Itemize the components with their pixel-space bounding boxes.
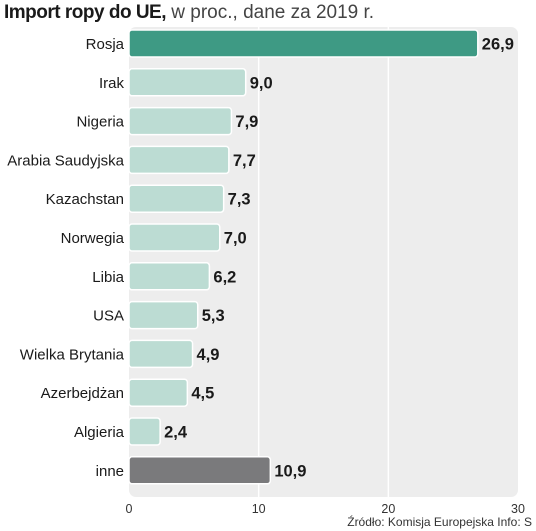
category-label: Algieria [74,424,125,441]
x-tick-label: 0 [126,502,133,516]
value-label: 2,4 [164,424,188,442]
value-label: 7,7 [233,152,256,170]
bar [128,106,233,136]
bar [128,378,189,407]
bar [128,456,272,485]
value-label: 26,9 [482,36,514,54]
bar [128,184,225,213]
bar [128,417,161,446]
category-label: Wielka Brytania [20,346,125,363]
category-label: Arabia Saudyjska [7,152,124,169]
value-label: 10,9 [274,462,306,480]
category-label: Norwegia [61,230,125,247]
value-label: 7,3 [228,191,251,209]
value-label: 4,9 [197,346,220,364]
value-label: 5,3 [202,307,225,325]
bar [128,29,479,58]
category-label: Irak [99,75,125,92]
bar [128,339,194,369]
value-label: 9,0 [250,74,273,92]
value-label: 6,2 [213,268,236,286]
value-label: 4,5 [191,385,214,403]
x-tick-label: 30 [511,502,525,516]
category-label: Kazachstan [46,191,124,208]
value-label: 7,9 [235,113,258,131]
plot-background [129,27,518,497]
chart-title-subtitle: w proc., dane za 2019 r. [166,2,375,23]
category-label: Nigeria [76,114,124,131]
category-label: inne [96,463,124,480]
x-tick-label: 20 [381,502,395,516]
x-tick-label: 10 [252,502,266,516]
chart-title: Import ropy do UE, w proc., dane za 2019… [4,0,374,26]
category-label: USA [93,308,124,325]
category-label: Libia [92,269,124,286]
category-label: Azerbejdżan [41,385,124,402]
bar [128,262,211,291]
bar [128,223,221,252]
value-label: 7,0 [224,230,247,248]
bar [128,145,230,175]
bar [128,300,199,330]
category-label: Rosja [86,36,125,53]
chart-title-bold: Import ropy do UE, [4,2,167,23]
bar [128,68,247,97]
source-note: Źródło: Komisja Europejska Info: S [347,515,532,529]
